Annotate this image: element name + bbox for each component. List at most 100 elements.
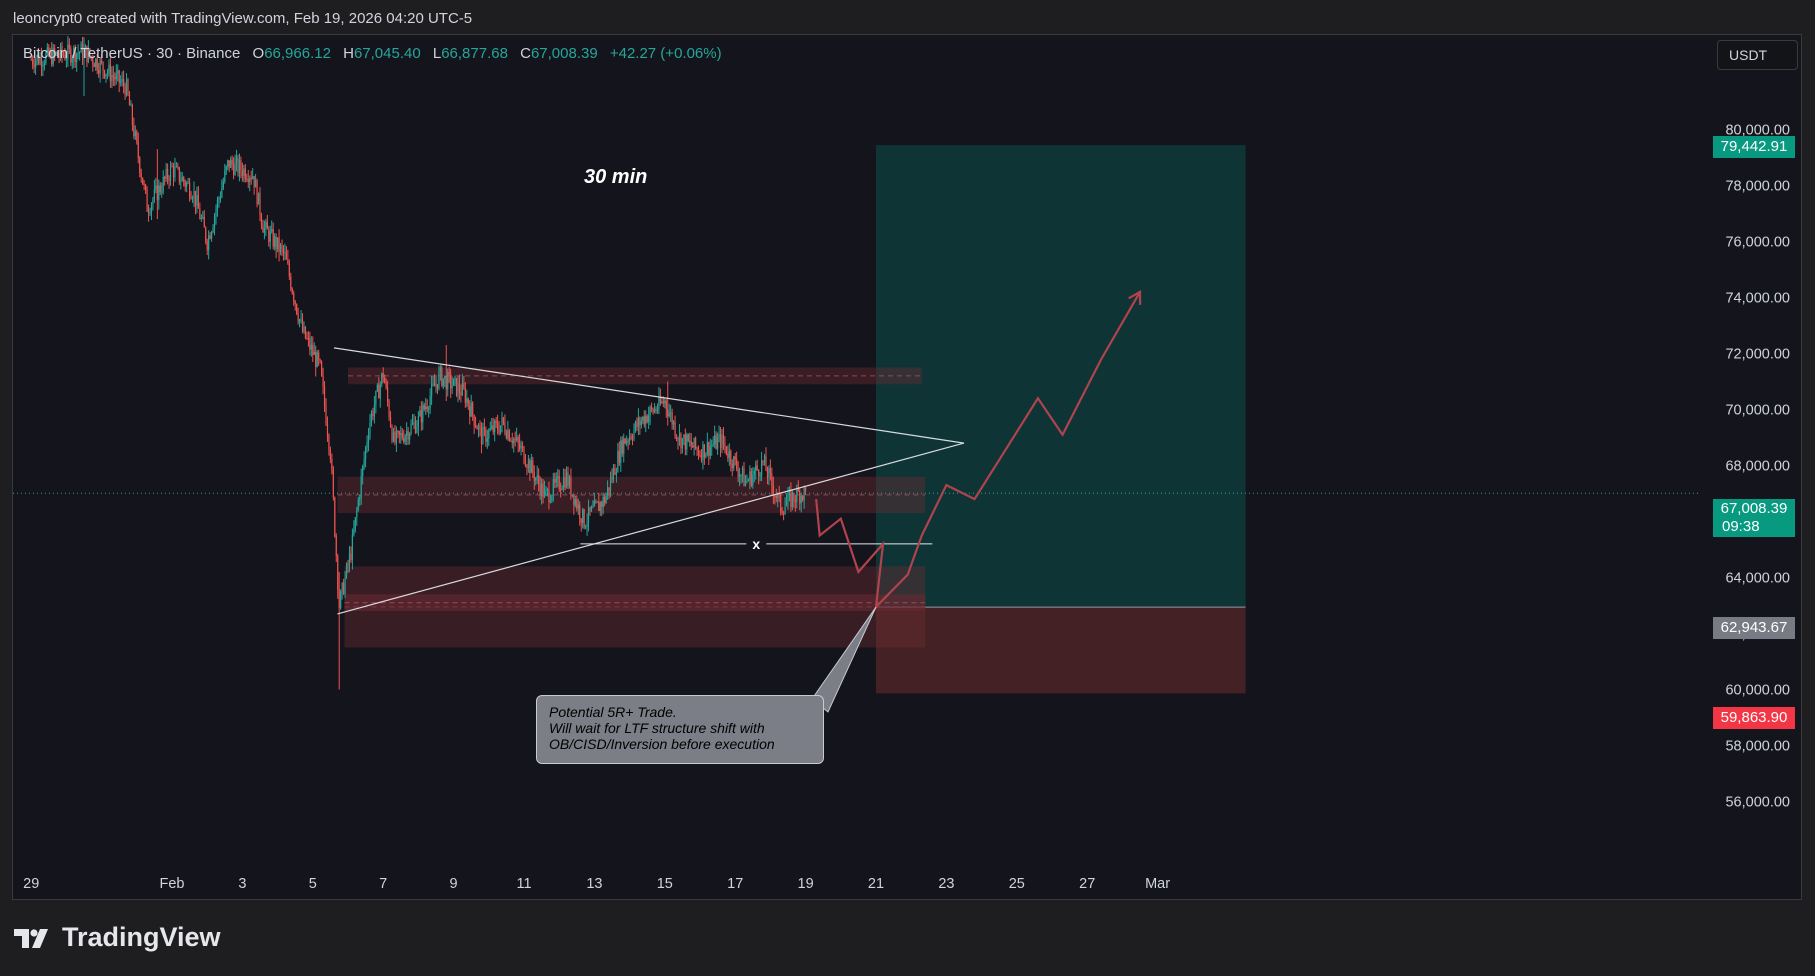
candle-body [121,79,123,82]
candle-body [397,431,399,433]
candle-body [690,440,692,446]
candle-body [86,45,88,62]
candle-body [348,553,351,566]
candle-body [65,58,67,60]
candle-body [715,435,717,449]
candle-body [388,401,390,418]
candle-body [117,70,119,74]
candle-body [604,496,606,504]
candle-body [167,168,169,179]
trade-note-callout[interactable]: Potential 5R+ Trade. Will wait for LTF s… [536,695,824,764]
candle-body [296,303,298,314]
candle-body [608,487,610,491]
candle-body [109,64,111,82]
candle-body [241,170,243,176]
candle-body [343,582,345,594]
candle-body [250,177,252,179]
candle-body [671,412,673,425]
candle-body [181,177,183,182]
candle-body [68,44,70,49]
candle-body [695,437,697,448]
currency-button[interactable]: USDT [1717,40,1798,70]
candle-body [337,556,339,590]
candle-body [384,377,386,384]
candle-body [499,425,502,434]
candle-body [623,438,625,454]
x-level-label: x [752,536,760,552]
candle-body [699,454,701,456]
candle-body [106,72,109,74]
candle-body [260,215,263,225]
candle-body [278,237,280,252]
candle-body [45,53,47,64]
candle-body [156,185,158,201]
y-axis-tick-label: 74,000.00 [1725,291,1790,307]
y-axis-tick-label: 58,000.00 [1725,739,1790,755]
candle-body [90,56,92,58]
candle-body [328,435,330,450]
candle-body [466,398,468,403]
candle-body [717,438,719,449]
candle-body [263,227,265,233]
candle-body [206,241,208,251]
candle-body [202,216,204,218]
candle-body [42,65,44,67]
candle-body [208,235,210,251]
symbol-name[interactable]: Bitcoin / TetherUS · 30 · Binance [23,45,241,62]
candle-body [49,51,51,56]
x-axis-tick-label: 25 [1009,876,1025,892]
candle-body [224,170,226,182]
candle-body [222,181,224,188]
triangle-lower-trendline [337,442,965,615]
candle-body [444,375,446,379]
candle-body [55,52,57,54]
candle-body [194,190,197,207]
candle-body [546,489,549,491]
candle-body [722,434,725,444]
candle-body [739,474,741,477]
candle-body [205,227,207,242]
candle-body [150,204,153,213]
symbol-legend[interactable]: Bitcoin / TetherUS · 30 · Binance O66,96… [23,45,722,62]
candle-body [367,435,370,443]
candle-body [759,475,761,477]
candle-body [485,428,487,442]
candle-body [463,383,465,388]
candle-body [724,443,726,447]
candle-body [582,509,584,523]
candle-body [667,409,669,417]
candle-body [577,504,579,509]
candle-body [363,459,365,466]
x-axis-tick-label: 9 [450,876,458,892]
candle-body [538,475,540,484]
candle-body [587,506,590,523]
x-axis-tick-label: 3 [238,876,246,892]
candle-body [98,70,100,74]
candle-body [709,446,711,456]
projected-price-path [815,291,1141,610]
candle-body [423,405,425,410]
candle-body [137,141,139,158]
candle-body [479,425,481,427]
candle-body [271,229,273,232]
y-axis-tick-label: 70,000.00 [1725,403,1790,419]
candle-body [560,489,562,491]
candle-body [389,417,392,427]
tradingview-logo[interactable]: TradingView [14,922,221,953]
candle-body [237,157,239,173]
candle-body [784,506,786,514]
candle-body [420,410,422,423]
candle-body [174,166,176,178]
y-axis-tick-label: 64,000.00 [1725,571,1790,587]
candle-body [164,177,166,179]
candle-body [519,442,521,449]
tradingview-logo-icon [14,928,48,948]
candle-body [721,434,723,449]
candle-body [461,383,463,396]
candle-body [674,421,676,436]
candle-body [345,563,348,578]
candle-body [541,483,543,496]
candle-body [678,433,681,441]
candle-body [401,433,403,439]
